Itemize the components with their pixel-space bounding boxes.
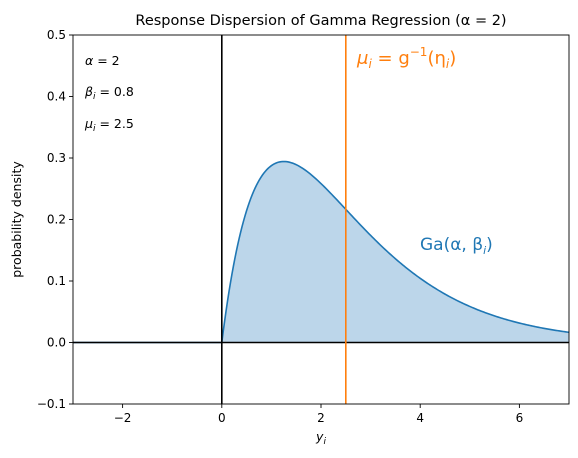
- y-tick-label: 0.4: [47, 90, 66, 104]
- distribution-label: Ga(α, βi): [420, 235, 493, 257]
- chart-title: Response Dispersion of Gamma Regression …: [135, 13, 506, 29]
- y-tick-label: 0.5: [47, 28, 66, 42]
- plot-area: [73, 35, 570, 404]
- density-fill-area: [221, 161, 570, 343]
- y-axis-label: probability density: [9, 161, 24, 278]
- y-tick-label: −0.1: [37, 397, 66, 411]
- x-axis-ticks: −2 0 2 4 6: [114, 404, 523, 425]
- x-axis-label: yi: [315, 429, 326, 447]
- mu-annotation: μi = 2.5: [84, 116, 134, 134]
- x-tick-label: 6: [516, 411, 524, 425]
- x-tick-label: 0: [218, 411, 226, 425]
- beta-annotation: βi = 0.8: [84, 84, 134, 102]
- y-axis-ticks: −0.1 0.0 0.1 0.2 0.3 0.4 0.5: [37, 28, 73, 411]
- y-tick-label: 0.3: [47, 151, 66, 165]
- x-tick-label: 4: [416, 411, 424, 425]
- density-curve: [73, 160, 570, 344]
- alpha-annotation: α = 2: [85, 53, 120, 68]
- y-tick-label: 0.0: [47, 336, 66, 350]
- y-tick-label: 0.2: [47, 213, 66, 227]
- x-tick-label: 2: [317, 411, 325, 425]
- mean-link-label: μi = g−1(ηi): [356, 45, 456, 71]
- x-tick-label: −2: [114, 411, 132, 425]
- y-tick-label: 0.1: [47, 274, 66, 288]
